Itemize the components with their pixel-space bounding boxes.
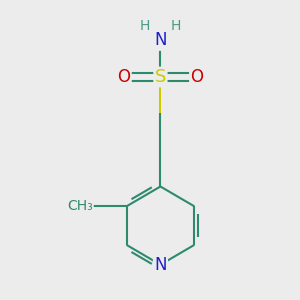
Text: O: O (117, 68, 130, 86)
Text: O: O (190, 68, 203, 86)
Text: CH₃: CH₃ (67, 199, 93, 213)
Text: N: N (154, 256, 167, 274)
Text: N: N (154, 32, 167, 50)
Text: H: H (171, 19, 181, 33)
Text: S: S (155, 68, 166, 86)
Text: H: H (140, 19, 150, 33)
